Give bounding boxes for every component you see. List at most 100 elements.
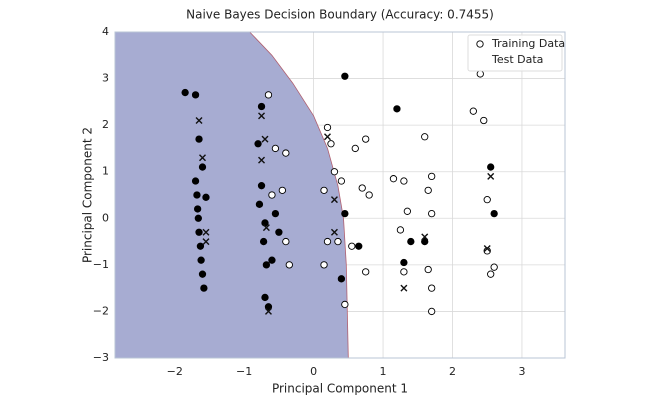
- training-point: [476, 70, 484, 78]
- y-tick-label: 0: [102, 211, 109, 224]
- training-point: [330, 168, 339, 176]
- training-point: [268, 256, 276, 264]
- training-point: [197, 256, 205, 264]
- training-point: [487, 163, 495, 171]
- training-point: [200, 284, 208, 292]
- training-point: [341, 300, 349, 309]
- legend-marker: [476, 40, 484, 48]
- training-point: [198, 270, 207, 278]
- y-tick-label: 3: [102, 72, 109, 85]
- y-axis-label: Principal Component 2: [81, 127, 95, 263]
- training-point: [264, 91, 273, 99]
- training-point: [285, 261, 293, 269]
- y-tick-label: −3: [93, 351, 109, 364]
- x-tick-label: −1: [236, 365, 252, 378]
- training-point: [198, 163, 207, 171]
- test-point: [330, 228, 338, 236]
- plot-frame: [114, 31, 566, 359]
- training-point: [421, 133, 429, 141]
- training-point: [424, 265, 432, 274]
- training-point: [365, 191, 373, 199]
- training-point: [421, 237, 429, 246]
- test-point: [261, 135, 269, 143]
- test-point: [258, 112, 266, 120]
- training-point: [358, 184, 366, 192]
- training-point: [407, 237, 415, 246]
- training-point: [480, 116, 488, 125]
- training-point: [428, 209, 436, 218]
- training-point: [400, 258, 408, 267]
- training-point: [261, 219, 269, 227]
- training-point: [181, 88, 189, 97]
- training-point: [195, 228, 203, 236]
- test-point: [487, 172, 495, 180]
- training-point: [428, 172, 436, 181]
- chart-title: Naive Bayes Decision Boundary (Accuracy:…: [186, 8, 494, 22]
- x-tick-label: 2: [449, 365, 456, 378]
- x-tick-label: 0: [310, 365, 317, 378]
- legend-label: Test Data: [491, 53, 543, 66]
- training-point: [393, 105, 401, 113]
- training-point: [483, 196, 491, 204]
- training-point: [268, 191, 276, 199]
- x-tick-label: 3: [518, 365, 525, 378]
- training-point: [278, 186, 287, 194]
- training-point: [257, 182, 266, 190]
- training-point: [403, 207, 412, 215]
- training-point: [191, 91, 200, 99]
- training-point: [334, 237, 342, 246]
- test-point: [202, 228, 210, 236]
- training-point: [362, 268, 370, 276]
- test-point: [258, 156, 266, 164]
- training-point: [341, 72, 349, 80]
- test-point: [483, 245, 491, 253]
- training-point: [351, 144, 359, 153]
- training-point: [337, 177, 346, 185]
- training-point: [490, 263, 498, 271]
- legend-box: [467, 34, 563, 72]
- points-layer: [181, 70, 498, 316]
- test-point: [330, 196, 338, 204]
- training-point: [355, 242, 363, 250]
- training-point: [193, 191, 201, 199]
- training-point: [400, 177, 408, 185]
- training-point: [271, 144, 280, 153]
- training-point: [259, 237, 268, 246]
- training-point: [348, 242, 356, 250]
- training-point: [487, 270, 495, 278]
- training-point: [282, 237, 290, 246]
- training-point: [323, 237, 332, 246]
- training-point: [362, 135, 370, 143]
- x-tick-label: −2: [167, 365, 183, 378]
- training-point: [271, 209, 280, 218]
- y-tick-label: −2: [93, 304, 109, 317]
- training-point: [196, 242, 205, 250]
- training-point: [428, 284, 436, 292]
- training-point: [400, 268, 408, 276]
- training-point: [195, 135, 203, 143]
- training-point: [428, 307, 436, 316]
- training-point: [202, 193, 210, 201]
- y-tick-label: 2: [102, 118, 109, 131]
- axes: −2 −1 0 1 2 3 −3 −2 −1 0 1 2 3 4: [93, 25, 566, 378]
- training-point: [257, 102, 266, 111]
- training-point: [490, 209, 498, 218]
- test-point: [195, 116, 203, 124]
- y-tick-label: 4: [102, 25, 109, 38]
- training-point: [193, 205, 202, 213]
- training-point: [320, 261, 328, 269]
- test-point: [264, 307, 272, 315]
- test-point: [324, 133, 331, 141]
- training-point: [255, 200, 264, 208]
- test-point: [400, 284, 408, 292]
- training-point: [323, 123, 332, 132]
- training-point: [275, 228, 283, 236]
- training-point: [191, 177, 200, 185]
- test-point: [199, 154, 206, 162]
- training-point: [282, 149, 290, 157]
- x-tick-label: 1: [380, 365, 387, 378]
- x-axis-label: Principal Component 1: [272, 382, 408, 396]
- training-point: [262, 261, 271, 269]
- y-tick-label: 1: [102, 165, 109, 178]
- training-point: [327, 140, 335, 148]
